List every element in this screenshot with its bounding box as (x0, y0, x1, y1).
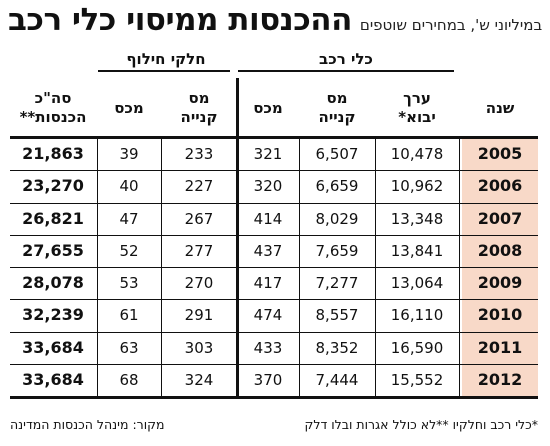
cell-import_value: 13,348 (390, 210, 444, 228)
cell-parts_customs: 52 (119, 242, 139, 260)
column-header-parts_customs: מכס (114, 98, 144, 117)
header-top-rule (10, 136, 538, 139)
cell-year: 2008 (477, 241, 523, 260)
cell-total: 27,655 (22, 241, 84, 260)
cell-year: 2007 (477, 209, 523, 228)
cell-parts_purchase_tax: 267 (184, 210, 214, 228)
row-divider (10, 364, 538, 365)
cell-year: 2011 (477, 338, 523, 357)
row-divider (10, 267, 538, 268)
cell-import_value: 13,841 (390, 242, 444, 260)
chart-subtitle: במיליוני ש', במחירים שוטפים (359, 16, 543, 34)
column-header-total: סה"כ הכנסות** (19, 89, 87, 126)
cell-year: 2012 (477, 370, 523, 389)
cell-parts_customs: 39 (119, 145, 139, 163)
cell-parts_customs: 68 (119, 371, 139, 389)
column-divider (459, 138, 460, 396)
cell-parts_purchase_tax: 270 (184, 274, 214, 292)
column-header-import_value: ערך יבוא* (398, 89, 436, 126)
title-row: ההכנסות ממיסוי כלי רכב במיליוני ש', במחי… (8, 2, 542, 44)
group-underline-vehicles (238, 70, 454, 72)
column-divider (375, 138, 376, 396)
row-divider (10, 203, 538, 204)
cell-year: 2009 (477, 273, 523, 292)
cell-import_value: 15,552 (390, 371, 444, 389)
column-divider (97, 138, 98, 396)
cell-vehicle_purchase_tax: 8,029 (315, 210, 359, 228)
cell-total: 26,821 (22, 209, 84, 228)
column-divider (161, 138, 162, 396)
cell-year: 2006 (477, 176, 523, 195)
cell-vehicle_purchase_tax: 6,659 (315, 177, 359, 195)
footer-notes: *כלי רכב וחלקיו **לא כולל אגרות ובלו דלק (304, 417, 538, 432)
cell-parts_purchase_tax: 291 (184, 306, 214, 324)
cell-vehicle_customs: 321 (253, 145, 283, 163)
cell-import_value: 13,064 (390, 274, 444, 292)
cell-parts_customs: 40 (119, 177, 139, 195)
table-bottom-rule (10, 396, 538, 399)
cell-vehicle_customs: 414 (253, 210, 283, 228)
group-label-parts: חלקי חילוף (126, 50, 206, 68)
group-label-vehicles: כלי רכב (319, 50, 373, 68)
group-divider (236, 78, 239, 396)
cell-parts_customs: 53 (119, 274, 139, 292)
column-header-vehicle_purchase_tax: מס קנייה (318, 89, 356, 126)
cell-parts_purchase_tax: 227 (184, 177, 214, 195)
cell-total: 23,270 (22, 176, 84, 195)
cell-vehicle_purchase_tax: 7,444 (315, 371, 359, 389)
cell-vehicle_purchase_tax: 7,277 (315, 274, 359, 292)
group-underline-parts (98, 70, 230, 72)
row-divider (10, 235, 538, 236)
cell-vehicle_customs: 433 (253, 339, 283, 357)
cell-parts_customs: 61 (119, 306, 139, 324)
column-header-year: שנה (485, 98, 515, 117)
cell-total: 33,684 (22, 338, 84, 357)
cell-vehicle_purchase_tax: 6,507 (315, 145, 359, 163)
column-divider (299, 138, 300, 396)
cell-parts_purchase_tax: 277 (184, 242, 214, 260)
cell-parts_customs: 47 (119, 210, 139, 228)
cell-parts_purchase_tax: 233 (184, 145, 214, 163)
row-divider (10, 332, 538, 333)
cell-total: 21,863 (22, 144, 84, 163)
cell-vehicle_customs: 417 (253, 274, 283, 292)
cell-import_value: 10,478 (390, 145, 444, 163)
cell-vehicle_customs: 370 (253, 371, 283, 389)
column-header-parts_purchase_tax: מס קנייה (180, 89, 218, 126)
column-header-vehicle_customs: מכס (253, 98, 283, 117)
cell-vehicle_purchase_tax: 8,557 (315, 306, 359, 324)
row-divider (10, 299, 538, 300)
cell-total: 32,239 (22, 305, 84, 324)
cell-import_value: 16,590 (390, 339, 444, 357)
cell-vehicle_customs: 320 (253, 177, 283, 195)
cell-year: 2005 (477, 144, 523, 163)
row-divider (10, 170, 538, 171)
cell-parts_purchase_tax: 324 (184, 371, 214, 389)
chart-title: ההכנסות ממיסוי כלי רכב (8, 2, 352, 38)
cell-import_value: 16,110 (390, 306, 444, 324)
cell-year: 2010 (477, 305, 523, 324)
footer-source: מקור: מינהל הכנסות המדינה (10, 417, 165, 432)
cell-vehicle_purchase_tax: 7,659 (315, 242, 359, 260)
cell-import_value: 10,962 (390, 177, 444, 195)
cell-parts_purchase_tax: 303 (184, 339, 214, 357)
cell-vehicle_customs: 474 (253, 306, 283, 324)
cell-vehicle_customs: 437 (253, 242, 283, 260)
cell-total: 33,684 (22, 370, 84, 389)
cell-total: 28,078 (22, 273, 84, 292)
cell-vehicle_purchase_tax: 8,352 (315, 339, 359, 357)
cell-parts_customs: 63 (119, 339, 139, 357)
